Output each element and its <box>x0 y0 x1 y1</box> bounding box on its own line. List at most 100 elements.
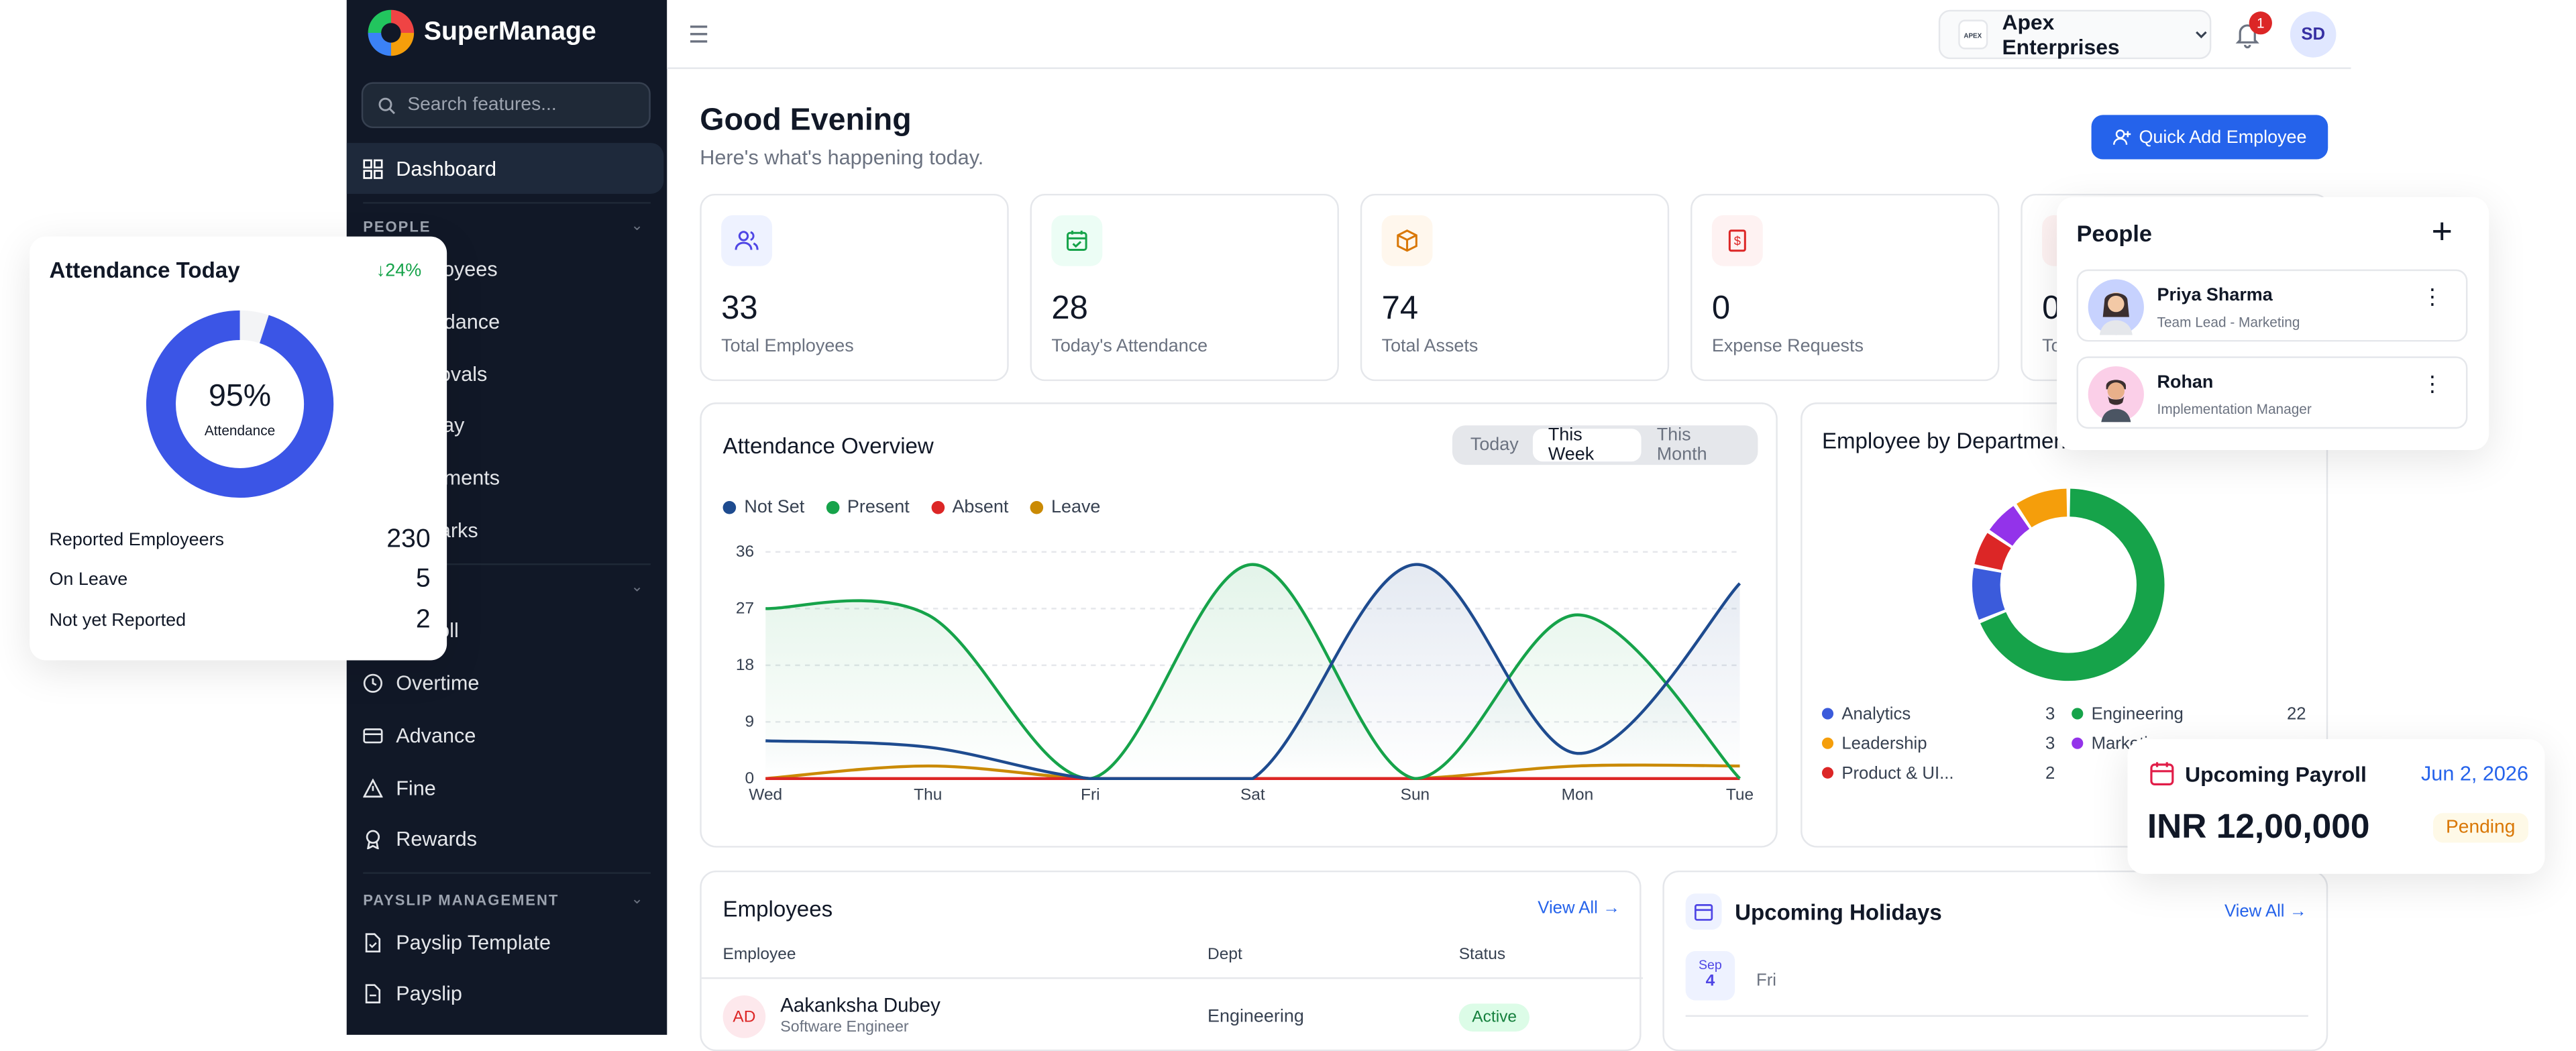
change-value: 24% <box>385 261 422 281</box>
quick-add-employee-button[interactable]: Quick Add Employee <box>2091 115 2328 160</box>
stat-value: 2 <box>415 606 431 634</box>
avatar: AD <box>722 995 766 1038</box>
users-icon <box>721 215 773 266</box>
status-badge: Pending <box>2432 813 2529 843</box>
view-all-holidays-link[interactable]: View All → <box>2224 902 2307 922</box>
sidebar-item-label: Advance <box>396 724 476 748</box>
stat-card-attendance[interactable]: 28 Today's Attendance <box>1030 193 1339 382</box>
donut-slice <box>2017 488 2068 528</box>
column-header: Employee <box>722 946 796 964</box>
card-title: Upcoming Holidays <box>1735 900 1942 925</box>
view-all-employees-link[interactable]: View All → <box>1538 899 1620 918</box>
range-this-month[interactable]: This Month <box>1656 425 1707 465</box>
legend-item[interactable]: Not Set <box>722 498 805 518</box>
legend-label: Present <box>847 498 910 518</box>
stat-value: 5 <box>415 565 431 594</box>
dept-legend-row: Product & UI... <box>1821 763 1954 784</box>
card-title: Attendance Today <box>49 258 240 283</box>
section-payslip[interactable]: PAYSLIP MANAGEMENT <box>363 891 559 909</box>
attendance-center-label: Attendance <box>204 422 276 439</box>
range-today[interactable]: Today <box>1470 435 1519 455</box>
holiday-month: Sep <box>1698 957 1722 973</box>
sidebar-item-rewards[interactable]: Rewards <box>363 828 477 851</box>
notification-badge: 1 <box>2249 11 2272 35</box>
feature-search[interactable] <box>361 82 651 129</box>
legend-item[interactable]: Absent <box>930 498 1008 517</box>
x-tick-label: Thu <box>914 786 942 804</box>
legend-label: Not Set <box>744 498 805 518</box>
stat-label: Today's Attendance <box>1051 337 1208 357</box>
person-name: Priya Sharma <box>2157 286 2273 306</box>
stat-value: 0 <box>1711 290 1731 327</box>
sidebar-item-payslip[interactable]: Payslip <box>363 983 462 1005</box>
dept-name: Product & UI... <box>1841 763 1954 784</box>
person-row[interactable]: Rohan Implementation Manager ⋮ <box>2076 356 2468 429</box>
section-people[interactable]: PEOPLE <box>363 218 431 235</box>
y-tick-label: 0 <box>745 769 754 787</box>
warning-icon <box>363 778 383 798</box>
x-tick-label: Wed <box>749 786 782 804</box>
stat-card-expenses[interactable]: $ 0 Expense Requests <box>1690 193 2000 382</box>
legend-item[interactable]: Present <box>826 498 910 517</box>
file-icon <box>365 933 381 953</box>
y-tick-label: 9 <box>745 713 754 731</box>
sidebar-item-label: Fine <box>396 777 436 800</box>
chevron-down-icon[interactable]: ⌄ <box>631 217 643 233</box>
legend-swatch <box>2072 737 2084 749</box>
employee-dept: Engineering <box>1208 1007 1304 1027</box>
person-row[interactable]: Priya Sharma Team Lead - Marketing ⋮ <box>2076 269 2468 342</box>
dept-legend-row: Leadership <box>1821 734 1927 754</box>
payroll-amount: INR 12,00,000 <box>2147 808 2370 846</box>
stat-card-employees[interactable]: 33 Total Employees <box>700 193 1009 382</box>
stat-label: On Leave <box>49 569 128 590</box>
more-options-icon[interactable]: ⋮ <box>2421 371 2443 396</box>
menu-icon[interactable]: ☰ <box>688 21 709 48</box>
avatar <box>2088 279 2144 335</box>
sidebar-item-fine[interactable]: Fine <box>363 777 436 800</box>
donut-slice <box>1989 506 2030 547</box>
holiday-date-badge: Sep 4 <box>1685 950 1735 1001</box>
quick-add-label: Quick Add Employee <box>2139 127 2307 148</box>
sidebar-item-dashboard[interactable]: Dashboard <box>346 143 664 194</box>
receipt-icon: $ <box>1711 215 1763 266</box>
award-icon <box>366 830 380 850</box>
dept-name: Analytics <box>1841 704 1911 725</box>
chevron-down-icon[interactable]: ⌄ <box>631 578 643 595</box>
arrow-right-icon: → <box>2289 901 2307 922</box>
sidebar-item-label: Overtime <box>396 671 480 695</box>
file-icon <box>365 984 381 1003</box>
range-this-week[interactable]: This Week <box>1533 425 1642 465</box>
card-title: Employee by Department <box>1821 429 2072 453</box>
attendance-ring-chart <box>146 310 334 498</box>
organization-selector[interactable]: APEX Apex Enterprises <box>1938 9 2212 59</box>
sidebar-item-label: Dashboard <box>396 156 496 180</box>
more-options-icon[interactable]: ⋮ <box>2421 284 2443 309</box>
calendar-icon <box>1685 893 1722 930</box>
user-avatar[interactable]: SD <box>2290 11 2337 58</box>
legend-label: Leave <box>1051 498 1101 518</box>
series-area <box>765 564 1740 779</box>
view-all-label: View All <box>2224 901 2285 922</box>
sidebar-item-label: Payslip Template <box>396 931 551 954</box>
legend-swatch <box>2072 708 2084 720</box>
person-role: Implementation Manager <box>2157 400 2312 418</box>
sidebar-item-overtime[interactable]: Overtime <box>363 672 479 695</box>
sidebar-item-advance[interactable]: Advance <box>363 724 476 747</box>
dept-legend-row: Engineering <box>2072 705 2184 724</box>
legend-item[interactable]: Leave <box>1030 498 1100 517</box>
stat-label: Reported Employeers <box>49 531 225 551</box>
person-role: Team Lead - Marketing <box>2157 313 2300 331</box>
attendance-line-chart: 0 9 18 27 36 Wed Thu Fri Sat Sun Mon Tue <box>736 543 1754 804</box>
box-icon <box>1381 215 1433 266</box>
employees-card: Employees View All → Employee Dept Status… <box>700 870 1643 1051</box>
dept-count: 3 <box>2045 704 2055 725</box>
add-person-button[interactable]: + <box>2431 210 2453 252</box>
stat-card-assets[interactable]: 74 Total Assets <box>1360 193 1670 382</box>
brand-name: SuperManage <box>423 17 596 46</box>
chart-legend: Not Set Present Absent Leave <box>722 498 1100 518</box>
sidebar-item-payslip-template[interactable]: Payslip Template <box>363 932 551 954</box>
search-input[interactable] <box>407 95 638 115</box>
chevron-down-icon[interactable]: ⌄ <box>631 890 643 907</box>
series-line <box>765 563 1741 781</box>
brand[interactable]: SuperManage <box>368 9 596 56</box>
